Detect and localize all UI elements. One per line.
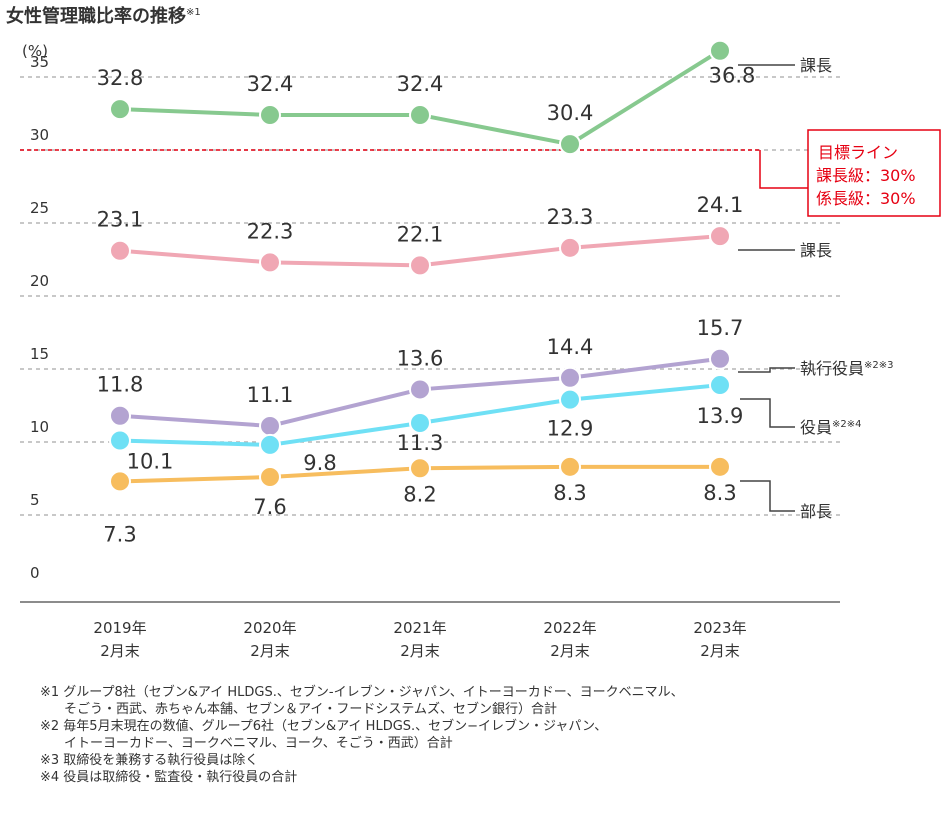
- target-connector: [759, 150, 808, 189]
- y-tick-label: 10: [30, 418, 49, 436]
- footnote-line: ※1 グループ8社（セブン&アイ HLDGS.、セブン-イレブン・ジャパン、イト…: [40, 685, 684, 700]
- data-label: 23.3: [547, 205, 594, 229]
- footnote-line: イトーヨーカドー、ヨークベニマル、ヨーク、そごう・西武）合計: [64, 736, 453, 751]
- legend-label: 執行役員※2※3: [800, 359, 894, 378]
- footnotes: ※1 グループ8社（セブン&アイ HLDGS.、セブン-イレブン・ジャパン、イト…: [40, 684, 684, 786]
- legend-label: 部長: [800, 502, 832, 521]
- data-label: 7.3: [103, 522, 136, 546]
- data-point: [709, 347, 731, 370]
- data-point: [559, 366, 581, 389]
- data-point: [409, 103, 431, 126]
- data-label: 32.4: [247, 72, 294, 96]
- data-point: [109, 429, 131, 452]
- data-label: 11.1: [247, 383, 294, 407]
- target-box-text: 目標ライン: [818, 143, 898, 162]
- y-tick-label: 35: [30, 53, 49, 71]
- data-label: 13.6: [397, 346, 444, 370]
- data-label: 7.6: [253, 495, 286, 519]
- data-label: 11.3: [397, 431, 444, 455]
- target-box-text: 課長級：30%: [816, 166, 916, 185]
- legend-leader: [740, 480, 795, 512]
- data-point: [559, 236, 581, 259]
- data-point: [709, 225, 731, 248]
- data-point: [409, 457, 431, 480]
- data-label: 14.4: [547, 335, 594, 359]
- series-line: [119, 49, 722, 147]
- footnote-line: ※2 毎年5月末現在の数値、グループ6社（セブン&アイ HLDGS.、セブン−イ…: [40, 719, 608, 734]
- data-label: 32.4: [397, 72, 444, 96]
- data-label: 36.8: [709, 64, 756, 88]
- data-point: [109, 404, 131, 427]
- data-point: [709, 39, 731, 62]
- chart-title-text: 女性管理職比率の推移: [6, 6, 186, 27]
- data-point: [259, 433, 281, 456]
- data-label: 13.9: [697, 404, 744, 428]
- chart-title: 女性管理職比率の推移※1: [6, 2, 201, 28]
- data-label: 12.9: [547, 417, 594, 441]
- data-point: [259, 466, 281, 489]
- footnote-line: ※4 役員は取締役・監査役・執行役員の合計: [40, 770, 298, 785]
- data-point: [559, 455, 581, 478]
- legend-leader: [738, 367, 795, 373]
- data-point: [709, 455, 731, 478]
- data-point: [109, 470, 131, 493]
- data-point: [409, 378, 431, 401]
- data-label: 30.4: [547, 101, 594, 125]
- data-label: 9.8: [303, 451, 336, 475]
- data-label: 22.3: [247, 219, 294, 243]
- data-label: 11.8: [97, 373, 144, 397]
- y-tick-label: 15: [30, 345, 49, 363]
- data-label: 32.8: [97, 66, 144, 90]
- y-tick-label: 5: [30, 491, 40, 509]
- legend-leader: [740, 398, 795, 428]
- target-box-text: 係長級：30%: [816, 189, 916, 208]
- data-label: 22.1: [397, 222, 444, 246]
- data-point: [109, 98, 131, 121]
- legend-label: 課長: [800, 56, 832, 75]
- legend-label: 役員※2※4: [800, 418, 862, 437]
- x-tick-label-year: 2022年: [543, 619, 596, 637]
- x-tick-label-month: 2月末: [400, 642, 440, 660]
- data-label: 8.3: [703, 481, 736, 505]
- data-point: [109, 239, 131, 262]
- data-label: 10.1: [127, 450, 174, 474]
- data-label: 23.1: [97, 208, 144, 232]
- x-tick-label-year: 2023年: [693, 619, 746, 637]
- x-tick-label-month: 2月末: [250, 642, 290, 660]
- x-tick-label-year: 2020年: [243, 619, 296, 637]
- footnote-line: そごう・西武、赤ちゃん本舗、セブン＆アイ・フードシステムズ、セブン銀行）合計: [64, 702, 557, 717]
- legend-footnote-mark: ※2※3: [864, 360, 893, 371]
- data-label: 15.7: [697, 316, 744, 340]
- y-tick-label: 0: [30, 564, 40, 582]
- x-tick-label-year: 2019年: [93, 619, 146, 637]
- target-box: [807, 129, 941, 217]
- y-tick-label: 25: [30, 199, 49, 217]
- data-point: [259, 103, 281, 126]
- data-label: 24.1: [697, 193, 744, 217]
- data-point: [709, 374, 731, 397]
- data-point: [559, 388, 581, 411]
- title-footnote-mark: ※1: [186, 7, 201, 18]
- x-tick-label-month: 2月末: [700, 642, 740, 660]
- data-label: 8.3: [553, 481, 586, 505]
- data-point: [259, 251, 281, 274]
- data-point: [409, 412, 431, 435]
- legend-label: 課長: [800, 241, 832, 260]
- y-axis-unit-label: (%): [22, 42, 48, 60]
- legend-footnote-mark: ※2※4: [832, 419, 861, 430]
- x-tick-label-year: 2021年: [393, 619, 446, 637]
- data-point: [559, 133, 581, 156]
- x-tick-label-month: 2月末: [100, 642, 140, 660]
- y-tick-label: 20: [30, 272, 49, 290]
- footnote-line: ※3 取締役を兼務する執行役員は除く: [40, 753, 259, 768]
- data-label: 8.2: [403, 482, 436, 506]
- x-tick-label-month: 2月末: [550, 642, 590, 660]
- data-point: [259, 414, 281, 437]
- data-point: [409, 254, 431, 277]
- y-tick-label: 30: [30, 126, 49, 144]
